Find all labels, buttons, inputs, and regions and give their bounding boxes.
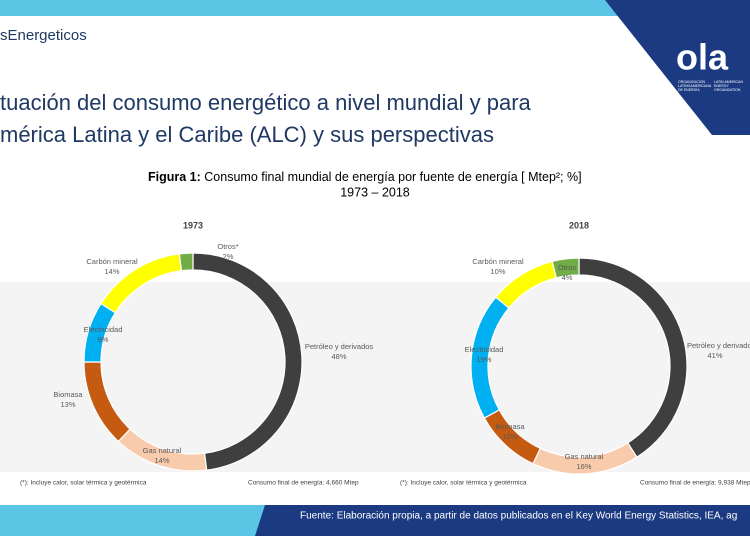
segment-name: Gas natural — [565, 452, 604, 461]
segment-value: 14% — [104, 267, 119, 276]
brand: sEnergeticos — [0, 27, 87, 44]
chart-title: 2018 — [569, 220, 589, 230]
segment-name: Electricidad — [465, 345, 504, 354]
logo-panel — [605, 0, 750, 135]
segment-value: 4% — [562, 273, 573, 282]
segment-name: Otros* — [217, 242, 238, 251]
footnote: (*): Incluye calor, solar térmica y geot… — [400, 480, 527, 487]
bottom-bar — [255, 505, 750, 536]
segment-name: Electricidad — [84, 325, 123, 334]
segment-value: 2% — [223, 252, 234, 261]
logo-text: LATIN AMERICAN — [714, 80, 743, 84]
segment-name: Otros — [558, 263, 577, 272]
donut-segment — [551, 257, 580, 279]
segment-value: 16% — [576, 462, 591, 471]
donut-segment — [178, 252, 194, 272]
segment-name: Gas natural — [143, 446, 182, 455]
segment-name: Petróleo y derivados — [687, 341, 750, 350]
figure-text: Consumo final mundial de energía por fue… — [204, 170, 581, 184]
logo-text: ENERGY — [714, 84, 729, 88]
figure-label: Figura 1: — [148, 170, 201, 184]
logo-text: ORGANIZACIÓN — [678, 79, 706, 84]
segment-value: 48% — [331, 352, 346, 361]
total: Consumo final de energía: 4,660 Mtep — [248, 480, 359, 487]
segment-name: Carbón mineral — [472, 257, 524, 266]
logo: ola — [676, 37, 729, 78]
figure-caption: Figura 1: Consumo final mundial de energ… — [148, 170, 582, 184]
top-bar — [0, 0, 750, 16]
title-line: mérica Latina y el Caribe (ALC) y sus pe… — [0, 122, 494, 147]
segment-name: Carbón mineral — [86, 257, 138, 266]
source: Fuente: Elaboración propia, a partir de … — [300, 511, 737, 522]
segment-name: Biomasa — [53, 390, 83, 399]
bottom-bar-light — [0, 505, 270, 536]
footnote: (*): Incluye calor, solar térmica y geot… — [20, 480, 147, 487]
title-line: tuación del consumo energético a nivel m… — [0, 90, 532, 115]
chart-title: 1973 — [183, 220, 203, 230]
logo-text: LATINOAMERICANA — [678, 84, 712, 88]
segment-value: 14% — [154, 456, 169, 465]
segment-value: 41% — [707, 351, 722, 360]
segment-name: Petróleo y derivados — [305, 342, 374, 351]
segment-value: 10% — [490, 267, 505, 276]
segment-value: 9% — [98, 335, 109, 344]
logo-text: DE ENERGÍA — [678, 88, 700, 92]
segment-value: 10% — [502, 432, 517, 441]
logo-text: ORGANIZATION — [714, 88, 741, 92]
segment-value: 19% — [476, 355, 491, 364]
segment-name: Biomasa — [495, 422, 525, 431]
figure-years: 1973 – 2018 — [340, 185, 410, 199]
segment-value: 13% — [60, 400, 75, 409]
total: Consumo final de energía: 9,938 Mtep — [640, 480, 750, 487]
